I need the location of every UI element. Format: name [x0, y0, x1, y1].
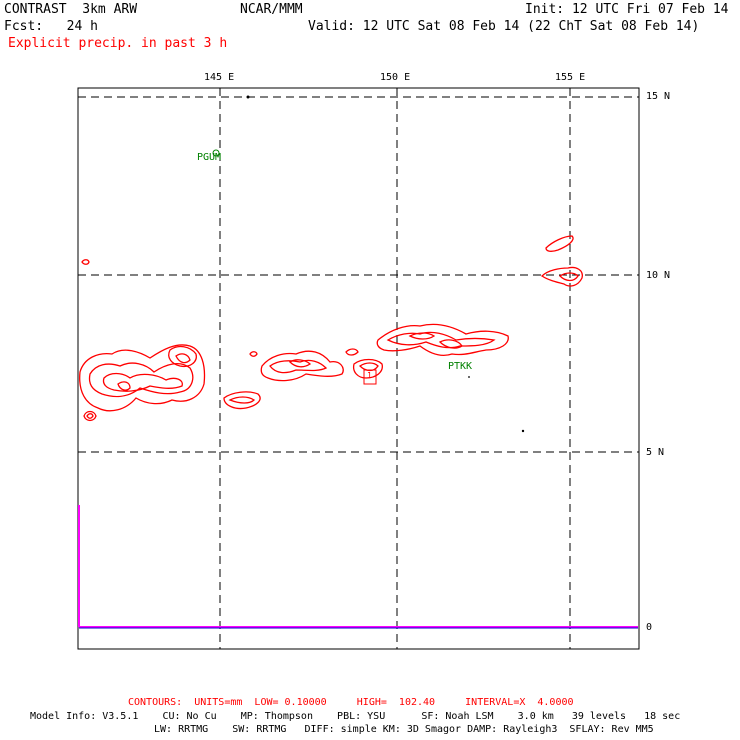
model-title: CONTRAST 3km ARW: [4, 2, 138, 17]
precip-cluster-far-east: [540, 235, 583, 287]
precip-cluster-east: [376, 323, 509, 356]
map-frame: [77, 87, 640, 650]
lat-lon-grid: [78, 88, 639, 649]
model-info-line2: LW: RRTMG SW: RRTMG DIFF: simple KM: 3D …: [154, 724, 654, 735]
precip-contours: [79, 235, 583, 422]
station-label-pgum: PGUM: [197, 152, 222, 163]
precip-cluster-west: [79, 344, 206, 422]
lon-label-155e: 155 E: [555, 72, 586, 83]
lat-label-15n: 15 N: [646, 91, 671, 102]
station-label-ptkk: PTKK: [448, 361, 473, 372]
organization-label: NCAR/MMM: [240, 2, 303, 17]
precip-cell-isolated: [81, 259, 90, 265]
model-info-line1: Model Info: V3.5.1 CU: No Cu MP: Thompso…: [30, 711, 681, 722]
timeseries-zero-label: 0: [646, 622, 653, 633]
precip-cluster-south: [223, 391, 261, 410]
forecast-hour: Fcst: 24 h: [4, 19, 98, 34]
valid-time: Valid: 12 UTC Sat 08 Feb 14 (22 ChT Sat …: [308, 19, 700, 34]
lon-label-150e: 150 E: [380, 72, 411, 83]
max-marker-box: [363, 369, 377, 385]
max-marker-label: 1: [367, 371, 372, 380]
map-specks: [246, 95, 525, 433]
init-time: Init: 12 UTC Fri 07 Feb 14: [525, 2, 729, 17]
lat-label-10n: 10 N: [646, 270, 671, 281]
precip-cluster-central: [249, 348, 383, 382]
contour-info: CONTOURS: UNITS=mm LOW= 0.10000 HIGH= 10…: [128, 697, 574, 708]
pgum-station-icon: [212, 149, 220, 157]
lat-label-5n: 5 N: [646, 447, 665, 458]
lon-label-145e: 145 E: [204, 72, 235, 83]
field-title: Explicit precip. in past 3 h: [8, 36, 228, 51]
